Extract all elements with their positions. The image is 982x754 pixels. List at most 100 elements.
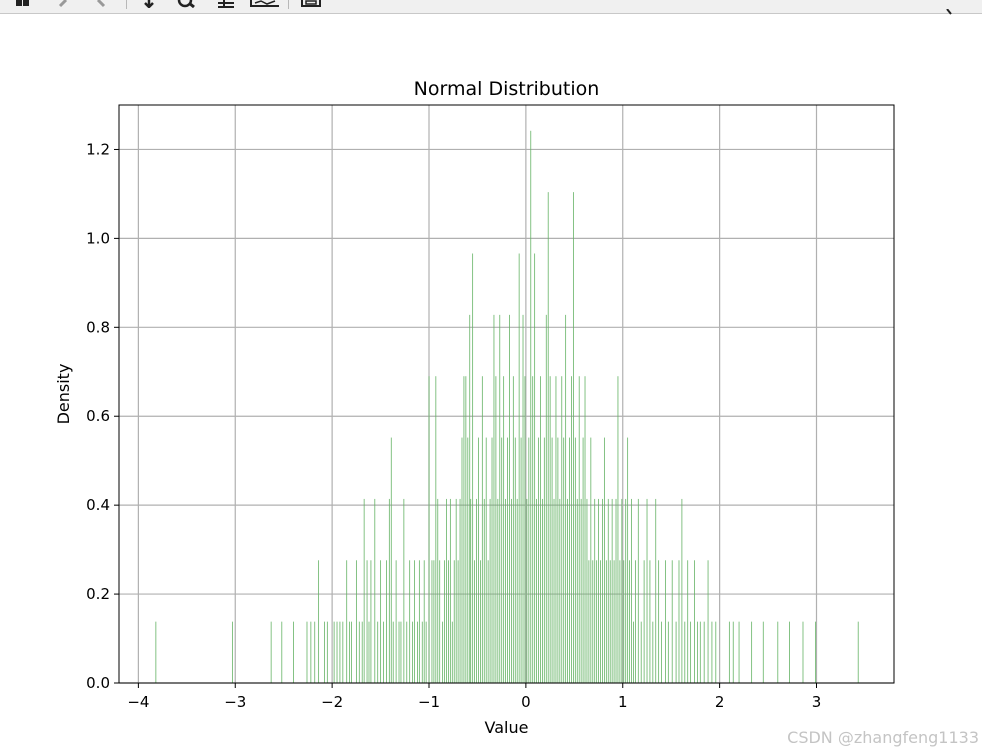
histogram-bar [446,498,447,683]
histogram-bar [699,621,701,683]
histogram-bar [703,621,705,683]
histogram-bar [479,560,481,683]
histogram-bar [526,498,528,683]
histogram-bar [444,560,445,683]
histogram-bar [370,560,372,683]
histogram-bar [602,498,603,683]
histogram-bar [495,376,497,683]
histogram-bar [707,560,709,683]
histogram-bar [349,621,351,683]
coordinate-readout-icon [946,0,954,19]
y-tick-label: 1.0 [86,229,110,247]
histogram-bar [489,498,491,683]
histogram-bar [449,498,451,683]
histogram-bar [306,621,308,683]
subplots-icon[interactable] [214,0,236,8]
histogram-bar [671,560,673,683]
histogram-bar [470,498,472,683]
histogram-bar [485,437,487,683]
y-tick-label: 0.6 [86,407,110,425]
histogram-bar [665,560,666,683]
histogram-bar [342,621,344,683]
histogram-bar [425,621,427,683]
histogram-bar [728,621,730,683]
histogram-bar [368,621,370,683]
histogram-bar [398,621,400,683]
histogram-bar [547,192,549,683]
histogram-bar [361,621,363,683]
x-tick-label: 2 [715,693,725,711]
histogram-bar [611,498,613,683]
histogram-bar [380,560,382,683]
histogram-bar [400,621,402,683]
edit-axis-icon[interactable] [249,0,281,8]
histogram-bar [505,498,506,683]
y-axis-ticks: 0.0 0.2 0.4 0.6 0.8 1.0 1.2 [86,140,119,692]
histogram-bar [532,376,534,683]
histogram-bar [576,498,578,683]
histogram-bar [467,437,469,683]
histogram-bar [412,621,413,683]
histogram-bar [507,437,508,683]
histogram-bar [661,621,662,683]
histogram-bar [469,314,471,683]
histogram-bar [619,560,621,683]
histogram-bar [522,314,524,683]
histogram-bar [567,498,568,683]
histogram-bar [351,621,352,683]
save-icon[interactable] [300,0,322,8]
histogram-bar [678,560,680,683]
y-tick-label: 1.2 [86,140,110,158]
y-tick-label: 0.2 [86,585,110,603]
histogram-bar [336,621,338,683]
zoom-icon[interactable] [176,0,198,8]
home-icon[interactable] [14,0,36,8]
histogram-bar [711,621,713,683]
histogram-bar [857,621,859,683]
histogram-bar [455,498,457,683]
pan-icon[interactable] [138,0,160,8]
histogram-bar [534,253,536,684]
x-axis-label: Value [485,718,529,737]
histogram-bar [478,437,479,683]
histogram-bar [681,498,683,683]
histogram-bar [631,498,632,683]
histogram-bar [538,437,539,683]
histogram-bar [512,376,514,683]
histogram-bar [281,621,283,683]
histogram-bar [428,376,430,683]
histogram-bar [520,437,522,683]
histogram-bar [655,498,657,683]
histogram-bar [615,498,617,683]
histogram-bar [633,621,634,683]
histogram-bar [617,376,619,683]
histogram-bar [451,621,453,683]
histogram-bar [543,437,545,683]
histogram-bar [684,621,686,683]
histogram-bar [588,560,590,683]
forward-icon[interactable] [92,0,114,8]
histogram-bar [561,376,563,683]
histogram-bar [417,621,418,683]
back-icon[interactable] [52,0,74,8]
histogram-bar [418,560,420,683]
histogram-bar [590,437,592,683]
histogram-bar [634,560,636,683]
x-tick-label: −2 [321,693,343,711]
histogram-bar [310,621,312,683]
histogram-bar [481,376,483,683]
histogram-bar [442,621,444,683]
y-axis-label: Density [54,364,73,425]
histogram-bar [406,621,408,683]
histogram-bar [459,498,461,683]
histogram-bar [572,192,574,683]
histogram-bar [555,376,557,683]
histogram-bar [363,498,365,683]
histogram-bar [598,498,599,683]
histogram-bar [514,437,516,683]
histogram-bar [270,621,272,683]
histogram-bar [541,498,543,683]
histogram-bar [503,376,505,683]
histogram-bar [690,621,692,683]
histogram-bar [777,621,779,683]
